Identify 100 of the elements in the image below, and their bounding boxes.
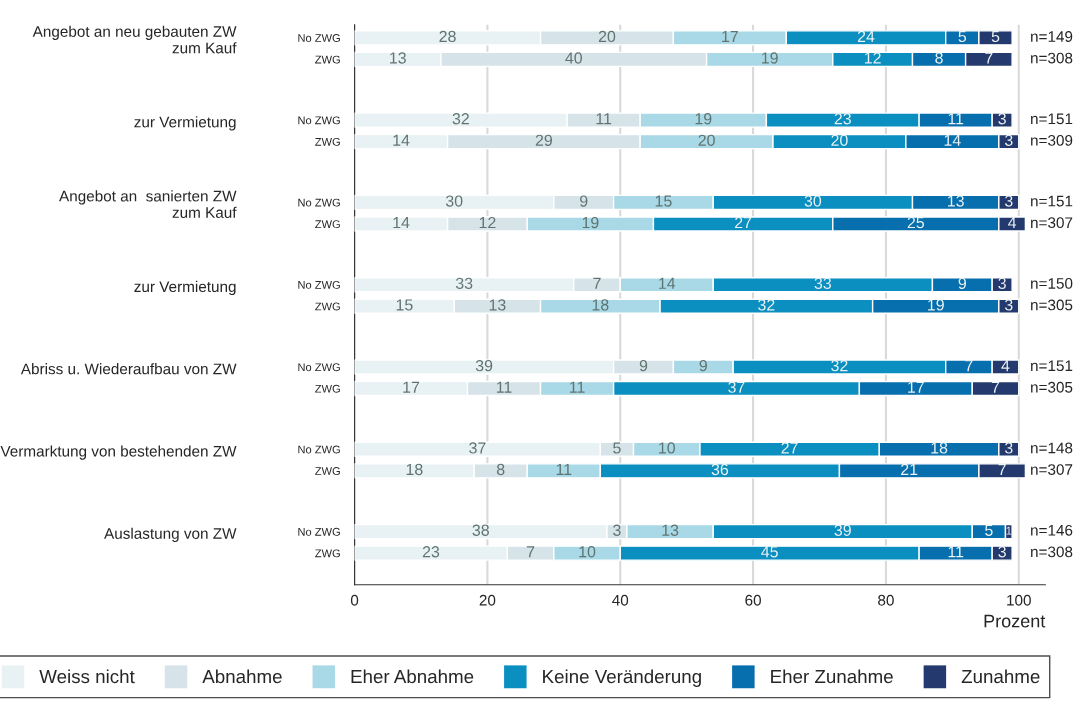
y-tick-label: ZWG — [315, 220, 340, 229]
data-label: 11 — [948, 113, 964, 125]
data-label: 11 — [496, 381, 512, 393]
data-label: 30 — [445, 195, 463, 207]
annotation: n=151 — [1031, 113, 1073, 125]
text: Abriss u. Wiederaufbau von ZW — [20, 363, 237, 375]
data-label: 7 — [998, 463, 1006, 475]
legend-label: Keine Veränderung — [543, 669, 701, 687]
data-label: 37 — [469, 442, 486, 454]
data-label: 45 — [761, 546, 778, 558]
annotation: n=305 — [1031, 381, 1073, 393]
data-label: 13 — [390, 52, 406, 64]
data-label: 3 — [1004, 442, 1013, 454]
data-label: 39 — [834, 524, 851, 536]
data-label: 11 — [556, 463, 572, 475]
data-label: 13 — [489, 299, 506, 311]
y-tick-label: No ZWG — [298, 116, 340, 125]
data-label: 39 — [475, 359, 493, 372]
data-label: 27 — [781, 442, 798, 454]
data-label: 18 — [406, 463, 423, 476]
y-tick-label: No ZWG — [298, 280, 340, 289]
data-label: 10 — [659, 442, 675, 454]
data-label: 3 — [1004, 299, 1013, 311]
data-label: 3 — [613, 524, 621, 536]
data-label: 13 — [948, 195, 964, 207]
data-label: 3 — [1004, 134, 1013, 146]
data-label: 8 — [496, 463, 505, 476]
data-label: 23 — [422, 546, 440, 558]
data-label: 18 — [592, 299, 609, 311]
data-label: 18 — [931, 442, 948, 454]
legend-label: Abnahme — [202, 669, 282, 684]
data-label: 40 — [565, 52, 583, 64]
y-tick-label: No ZWG — [298, 363, 340, 372]
data-label: 25 — [907, 216, 925, 229]
data-label: 13 — [662, 524, 679, 536]
data-label: 32 — [758, 299, 775, 311]
annotation: n=151 — [1031, 195, 1073, 207]
y-tick-label: No ZWG — [298, 445, 340, 454]
annotation: n=308 — [1031, 52, 1073, 64]
y-tick-label: ZWG — [315, 302, 340, 311]
data-label: 9 — [639, 359, 648, 372]
data-label: 5 — [613, 442, 621, 454]
data-label: 11 — [570, 381, 585, 393]
legend-label: Zunahme — [961, 669, 1040, 684]
data-label: 3 — [1004, 195, 1013, 207]
annotation: n=149 — [1031, 31, 1073, 42]
data-label: 32 — [831, 359, 848, 372]
data-label: 8 — [935, 52, 943, 64]
x-tick-label: 40 — [612, 594, 629, 606]
data-label: 38 — [472, 524, 489, 536]
data-label: 10 — [579, 546, 596, 558]
x-tick-label: 60 — [745, 594, 761, 606]
data-label: 14 — [393, 217, 410, 229]
data-label: 15 — [396, 299, 413, 311]
data-label: 3 — [998, 113, 1006, 125]
text: zur Vermietung — [134, 116, 236, 131]
data-label: 7 — [985, 52, 993, 64]
data-label: 7 — [593, 277, 601, 289]
data-label: 7 — [991, 381, 1000, 393]
data-label: 14 — [944, 134, 961, 146]
annotation: n=307 — [1031, 217, 1073, 229]
annotation: n=150 — [1031, 277, 1073, 289]
y-tick-label: ZWG — [315, 549, 340, 558]
legend-label: Weiss nicht — [39, 669, 135, 684]
data-label: 20 — [598, 30, 616, 43]
annotation: n=307 — [1031, 464, 1073, 475]
data-label: 14 — [393, 134, 410, 146]
x-tick-label: 20 — [479, 594, 496, 606]
data-label: 23 — [834, 113, 851, 125]
data-label: 14 — [659, 277, 676, 289]
data-label: 12 — [479, 216, 496, 229]
text: Vermarktung von bestehenden ZW — [0, 445, 237, 460]
data-label: 5 — [991, 30, 1000, 43]
data-label: 30 — [804, 195, 822, 207]
data-label: 4 — [1008, 217, 1017, 229]
data-label: 19 — [582, 216, 599, 229]
data-label: 5 — [985, 524, 993, 536]
data-label: 37 — [728, 381, 745, 393]
data-label: 19 — [928, 299, 944, 311]
data-label: 15 — [655, 195, 672, 207]
data-label: 20 — [698, 134, 715, 146]
annotation: n=146 — [1031, 524, 1073, 536]
data-label: 27 — [735, 216, 752, 229]
y-tick-label: No ZWG — [298, 198, 340, 207]
y-tick-label: ZWG — [315, 55, 340, 64]
data-label: 7 — [965, 360, 973, 372]
data-label: 21 — [901, 463, 918, 475]
data-label: 5 — [958, 30, 967, 43]
data-label: 24 — [857, 30, 875, 42]
data-label: 19 — [762, 52, 778, 64]
annotation: n=309 — [1031, 134, 1073, 146]
data-label: 36 — [711, 463, 729, 476]
data-label: 33 — [814, 277, 831, 289]
data-label: 17 — [403, 381, 420, 393]
data-label: 9 — [580, 195, 588, 207]
data-label: 19 — [695, 113, 712, 125]
text: Auslastung von ZW — [104, 527, 237, 542]
data-label: 32 — [452, 113, 469, 125]
data-label: 3 — [998, 546, 1006, 558]
x-tick-label: 100 — [1007, 594, 1031, 606]
